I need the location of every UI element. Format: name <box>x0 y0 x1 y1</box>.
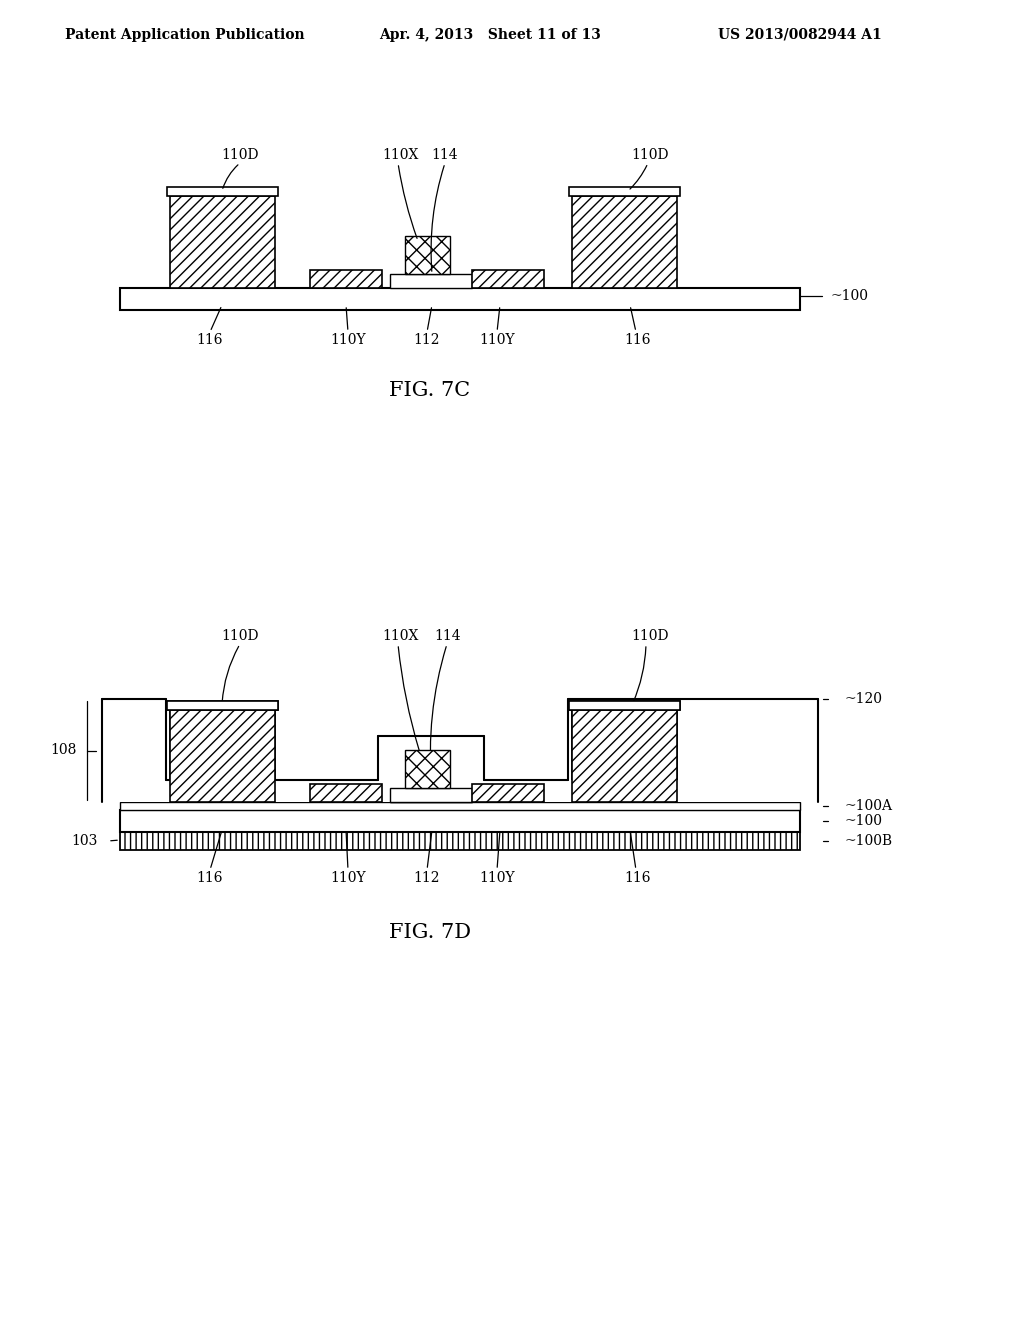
Bar <box>170 195 275 288</box>
Text: 110X: 110X <box>382 630 418 643</box>
Bar <box>120 288 800 310</box>
Text: 110D: 110D <box>631 630 669 643</box>
Text: Apr. 4, 2013   Sheet 11 of 13: Apr. 4, 2013 Sheet 11 of 13 <box>379 28 601 42</box>
Text: ~100: ~100 <box>830 289 868 304</box>
Text: 112: 112 <box>414 871 440 884</box>
Bar <box>170 710 275 803</box>
Bar <box>472 784 544 803</box>
Bar <box>390 275 472 288</box>
Text: 110D: 110D <box>631 148 669 162</box>
Bar <box>390 788 472 803</box>
Bar <box>310 784 382 803</box>
Bar <box>472 784 544 803</box>
Text: ~100A: ~100A <box>845 799 893 813</box>
Text: 110D: 110D <box>221 148 259 162</box>
Text: 110Y: 110Y <box>330 871 366 884</box>
Text: 110Y: 110Y <box>330 333 366 347</box>
Text: 110Y: 110Y <box>479 871 515 884</box>
Text: US 2013/0082944 A1: US 2013/0082944 A1 <box>718 28 882 42</box>
Text: ~100B: ~100B <box>845 834 893 847</box>
Bar <box>310 271 382 288</box>
Text: FIG. 7C: FIG. 7C <box>389 380 471 400</box>
Bar <box>120 810 800 832</box>
Bar <box>472 271 544 288</box>
Text: 116: 116 <box>625 333 651 347</box>
Text: ~120: ~120 <box>845 692 883 706</box>
Bar <box>167 187 278 195</box>
Bar <box>406 236 450 275</box>
Bar <box>406 750 450 788</box>
Text: 110D: 110D <box>221 630 259 643</box>
Bar <box>572 710 677 803</box>
Text: FIG. 7D: FIG. 7D <box>389 924 471 942</box>
Bar <box>170 710 275 803</box>
Text: 116: 116 <box>625 871 651 884</box>
Bar <box>167 701 278 710</box>
Text: 114: 114 <box>432 148 459 162</box>
Bar <box>390 788 472 803</box>
Text: 103: 103 <box>72 834 98 847</box>
Text: 114: 114 <box>434 630 462 643</box>
Text: ~100: ~100 <box>845 814 883 828</box>
Bar <box>120 832 800 850</box>
Text: 116: 116 <box>197 333 223 347</box>
Polygon shape <box>102 700 818 803</box>
Bar <box>569 701 680 710</box>
Bar <box>572 710 677 803</box>
Text: 116: 116 <box>197 871 223 884</box>
Text: 110Y: 110Y <box>479 333 515 347</box>
Bar <box>569 701 680 710</box>
Bar <box>310 784 382 803</box>
Bar <box>572 195 677 288</box>
Text: 108: 108 <box>50 743 77 758</box>
Bar <box>120 803 800 810</box>
Text: Patent Application Publication: Patent Application Publication <box>66 28 305 42</box>
Bar <box>406 750 450 788</box>
Text: 112: 112 <box>414 333 440 347</box>
Bar <box>569 187 680 195</box>
Bar <box>167 701 278 710</box>
Text: 110X: 110X <box>382 148 418 162</box>
